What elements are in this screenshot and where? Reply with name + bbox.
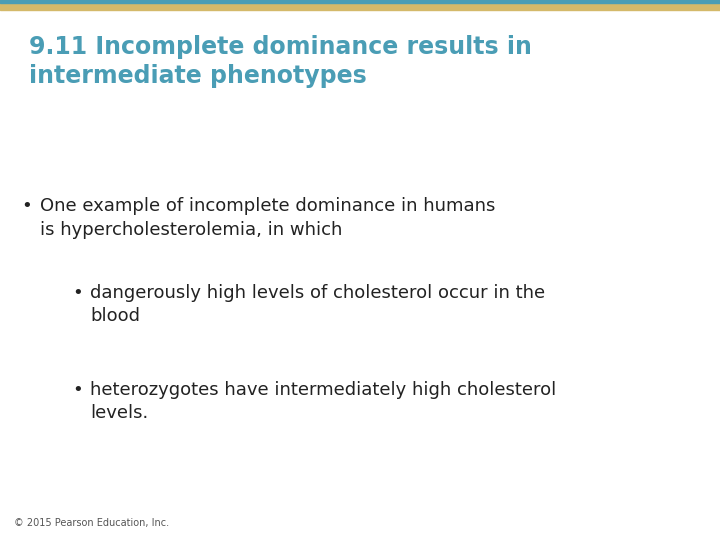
Text: dangerously high levels of cholesterol occur in the
blood: dangerously high levels of cholesterol o…	[90, 284, 545, 325]
Bar	[0, 0, 720, 3]
Text: One example of incomplete dominance in humans
is hypercholesterolemia, in which: One example of incomplete dominance in h…	[40, 197, 495, 239]
Text: •: •	[72, 381, 83, 399]
Text: 9.11 Incomplete dominance results in
intermediate phenotypes: 9.11 Incomplete dominance results in int…	[29, 35, 531, 88]
Text: heterozygotes have intermediately high cholesterol
levels.: heterozygotes have intermediately high c…	[90, 381, 557, 422]
Text: •: •	[22, 197, 32, 215]
Bar	[0, 0, 720, 10]
Text: •: •	[72, 284, 83, 301]
Text: © 2015 Pearson Education, Inc.: © 2015 Pearson Education, Inc.	[14, 518, 169, 528]
